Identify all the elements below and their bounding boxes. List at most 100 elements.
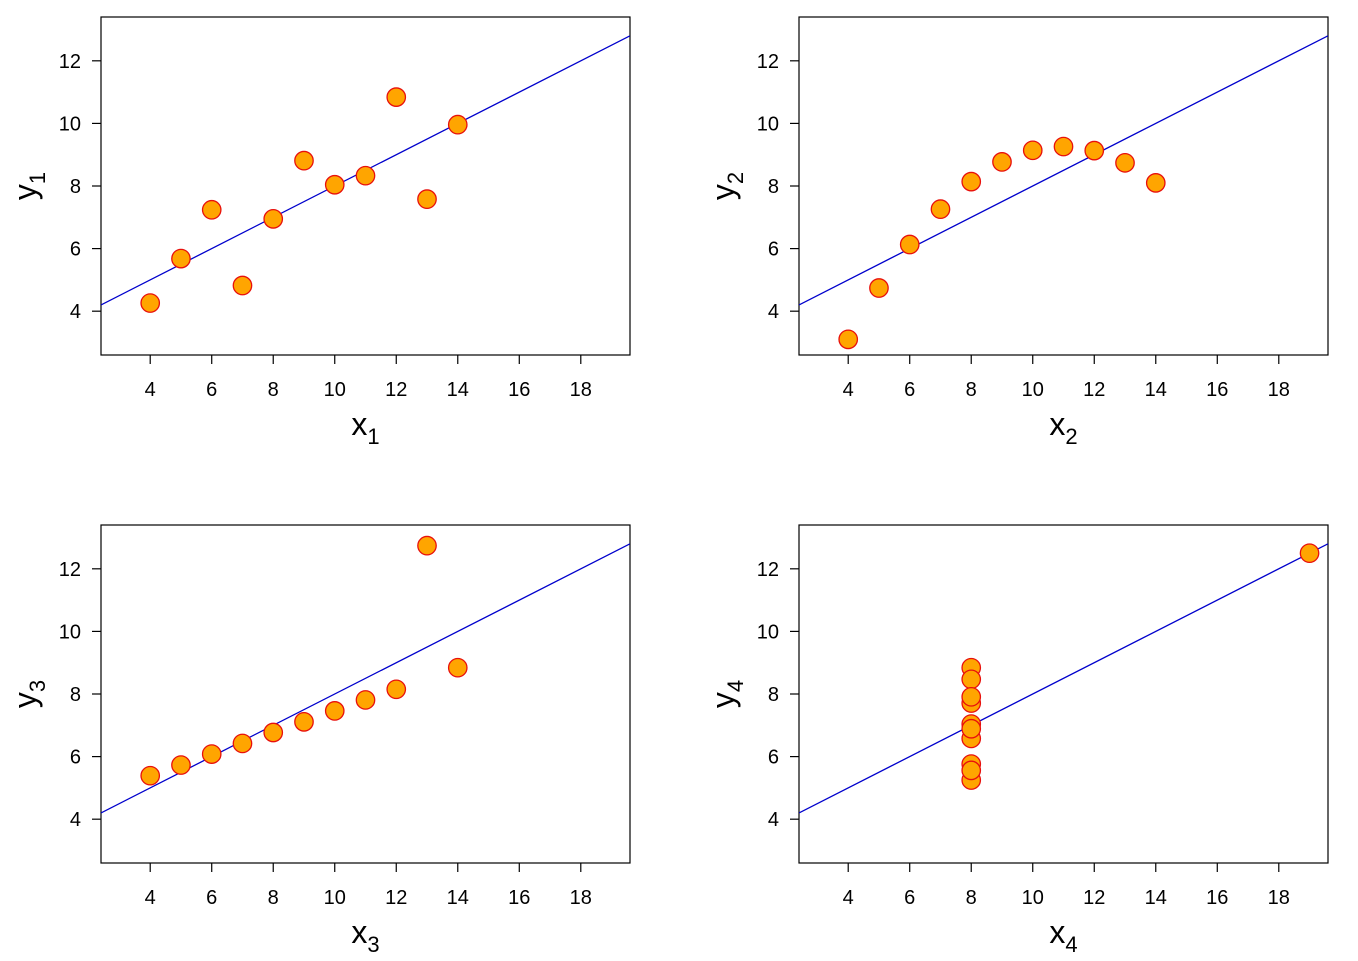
data-point — [961, 171, 982, 192]
data-point — [869, 278, 889, 298]
y-tick-label: 6 — [768, 747, 779, 769]
y-axis-label-subscript: 4 — [723, 680, 748, 692]
x-tick-label: 6 — [206, 379, 217, 401]
x-tick-label: 16 — [1206, 887, 1228, 909]
x-tick-label: 14 — [1145, 379, 1167, 401]
data-point — [140, 765, 161, 786]
x-tick-label: 12 — [1083, 887, 1105, 909]
x-axis-label-main: x — [351, 914, 367, 950]
data-point — [171, 755, 191, 775]
x-axis-label-main: x — [1049, 914, 1065, 950]
plot-frame — [798, 16, 1329, 356]
y-tick-label: 4 — [70, 301, 81, 323]
y-tick-label: 4 — [768, 809, 779, 831]
x-tick-label: 10 — [1022, 379, 1044, 401]
x-tick-label: 4 — [843, 887, 854, 909]
y-axis-label-subscript: 3 — [25, 680, 50, 692]
data-point — [324, 701, 345, 721]
x-axis-label: x4 — [1049, 914, 1077, 957]
y-tick-label: 12 — [59, 51, 81, 73]
x-tick-label: 18 — [1268, 379, 1290, 401]
x-tick-label: 8 — [966, 887, 977, 909]
x-tick-label: 6 — [904, 379, 915, 401]
x-tick-label: 4 — [145, 887, 156, 909]
x-tick-label: 8 — [268, 887, 279, 909]
data-point — [294, 150, 314, 171]
y-tick-label: 8 — [768, 176, 779, 198]
y-tick-label: 8 — [70, 684, 81, 706]
data-point — [961, 686, 982, 707]
y-tick-label: 12 — [757, 559, 779, 581]
data-point — [263, 209, 284, 229]
data-point — [171, 248, 191, 269]
y-tick-label: 10 — [757, 113, 779, 135]
data-point — [961, 669, 982, 690]
y-tick-label: 10 — [59, 621, 81, 643]
data-point — [355, 165, 376, 186]
x-tick-label: 6 — [904, 887, 915, 909]
y-tick-label: 12 — [59, 559, 81, 581]
y-axis-label-main: y — [705, 692, 741, 708]
y-tick-label: 4 — [768, 301, 779, 323]
x-axis-label: x2 — [1049, 406, 1077, 449]
data-point — [1084, 140, 1105, 161]
y-axis-label: y4 — [705, 680, 748, 708]
x-axis-label-main: x — [351, 406, 367, 442]
data-point — [417, 189, 437, 209]
x-tick-label: 12 — [385, 887, 407, 909]
x-tick-label: 8 — [268, 379, 279, 401]
x-tick-label: 10 — [324, 887, 346, 909]
data-point — [447, 657, 468, 678]
x-tick-label: 16 — [508, 379, 530, 401]
data-point — [355, 690, 376, 710]
y-axis-label: y2 — [705, 172, 748, 200]
plot-frame — [798, 524, 1329, 864]
data-point — [1053, 136, 1074, 157]
x-tick-label: 4 — [843, 379, 854, 401]
x-tick-label: 8 — [966, 379, 977, 401]
data-point — [386, 679, 407, 700]
x-tick-label: 12 — [385, 379, 407, 401]
x-tick-label: 14 — [1145, 887, 1167, 909]
data-point — [961, 760, 982, 781]
data-point — [324, 174, 345, 195]
data-point — [899, 234, 920, 255]
data-point — [961, 718, 982, 739]
y-tick-label: 6 — [768, 239, 779, 261]
x-axis-label-subscript: 4 — [1065, 932, 1077, 957]
y-tick-label: 6 — [70, 239, 81, 261]
y-tick-label: 4 — [70, 809, 81, 831]
x-tick-label: 14 — [447, 887, 469, 909]
data-point — [201, 744, 222, 764]
x-tick-label: 10 — [1022, 887, 1044, 909]
x-tick-label: 4 — [145, 379, 156, 401]
data-point — [1022, 140, 1043, 161]
x-axis-label-subscript: 3 — [367, 932, 379, 957]
data-point — [930, 199, 951, 220]
x-tick-label: 18 — [1268, 887, 1290, 909]
data-point — [232, 733, 253, 754]
data-point — [263, 722, 284, 743]
x-tick-label: 6 — [206, 887, 217, 909]
data-point — [992, 152, 1012, 172]
x-tick-label: 12 — [1083, 379, 1105, 401]
plot-frame — [100, 16, 631, 356]
y-axis-label-main: y — [7, 184, 43, 200]
data-point — [447, 114, 468, 135]
data-point — [232, 275, 253, 296]
data-point — [1299, 543, 1320, 564]
data-point — [386, 87, 407, 107]
data-point — [1145, 173, 1166, 193]
y-tick-label: 10 — [757, 621, 779, 643]
data-point — [201, 199, 222, 220]
y-axis-label-main: y — [7, 692, 43, 708]
x-tick-label: 16 — [1206, 379, 1228, 401]
y-axis-label: y1 — [7, 172, 50, 200]
x-tick-label: 10 — [324, 379, 346, 401]
x-tick-label: 18 — [570, 887, 592, 909]
x-axis-label-subscript: 1 — [367, 424, 379, 449]
data-point — [294, 712, 314, 732]
